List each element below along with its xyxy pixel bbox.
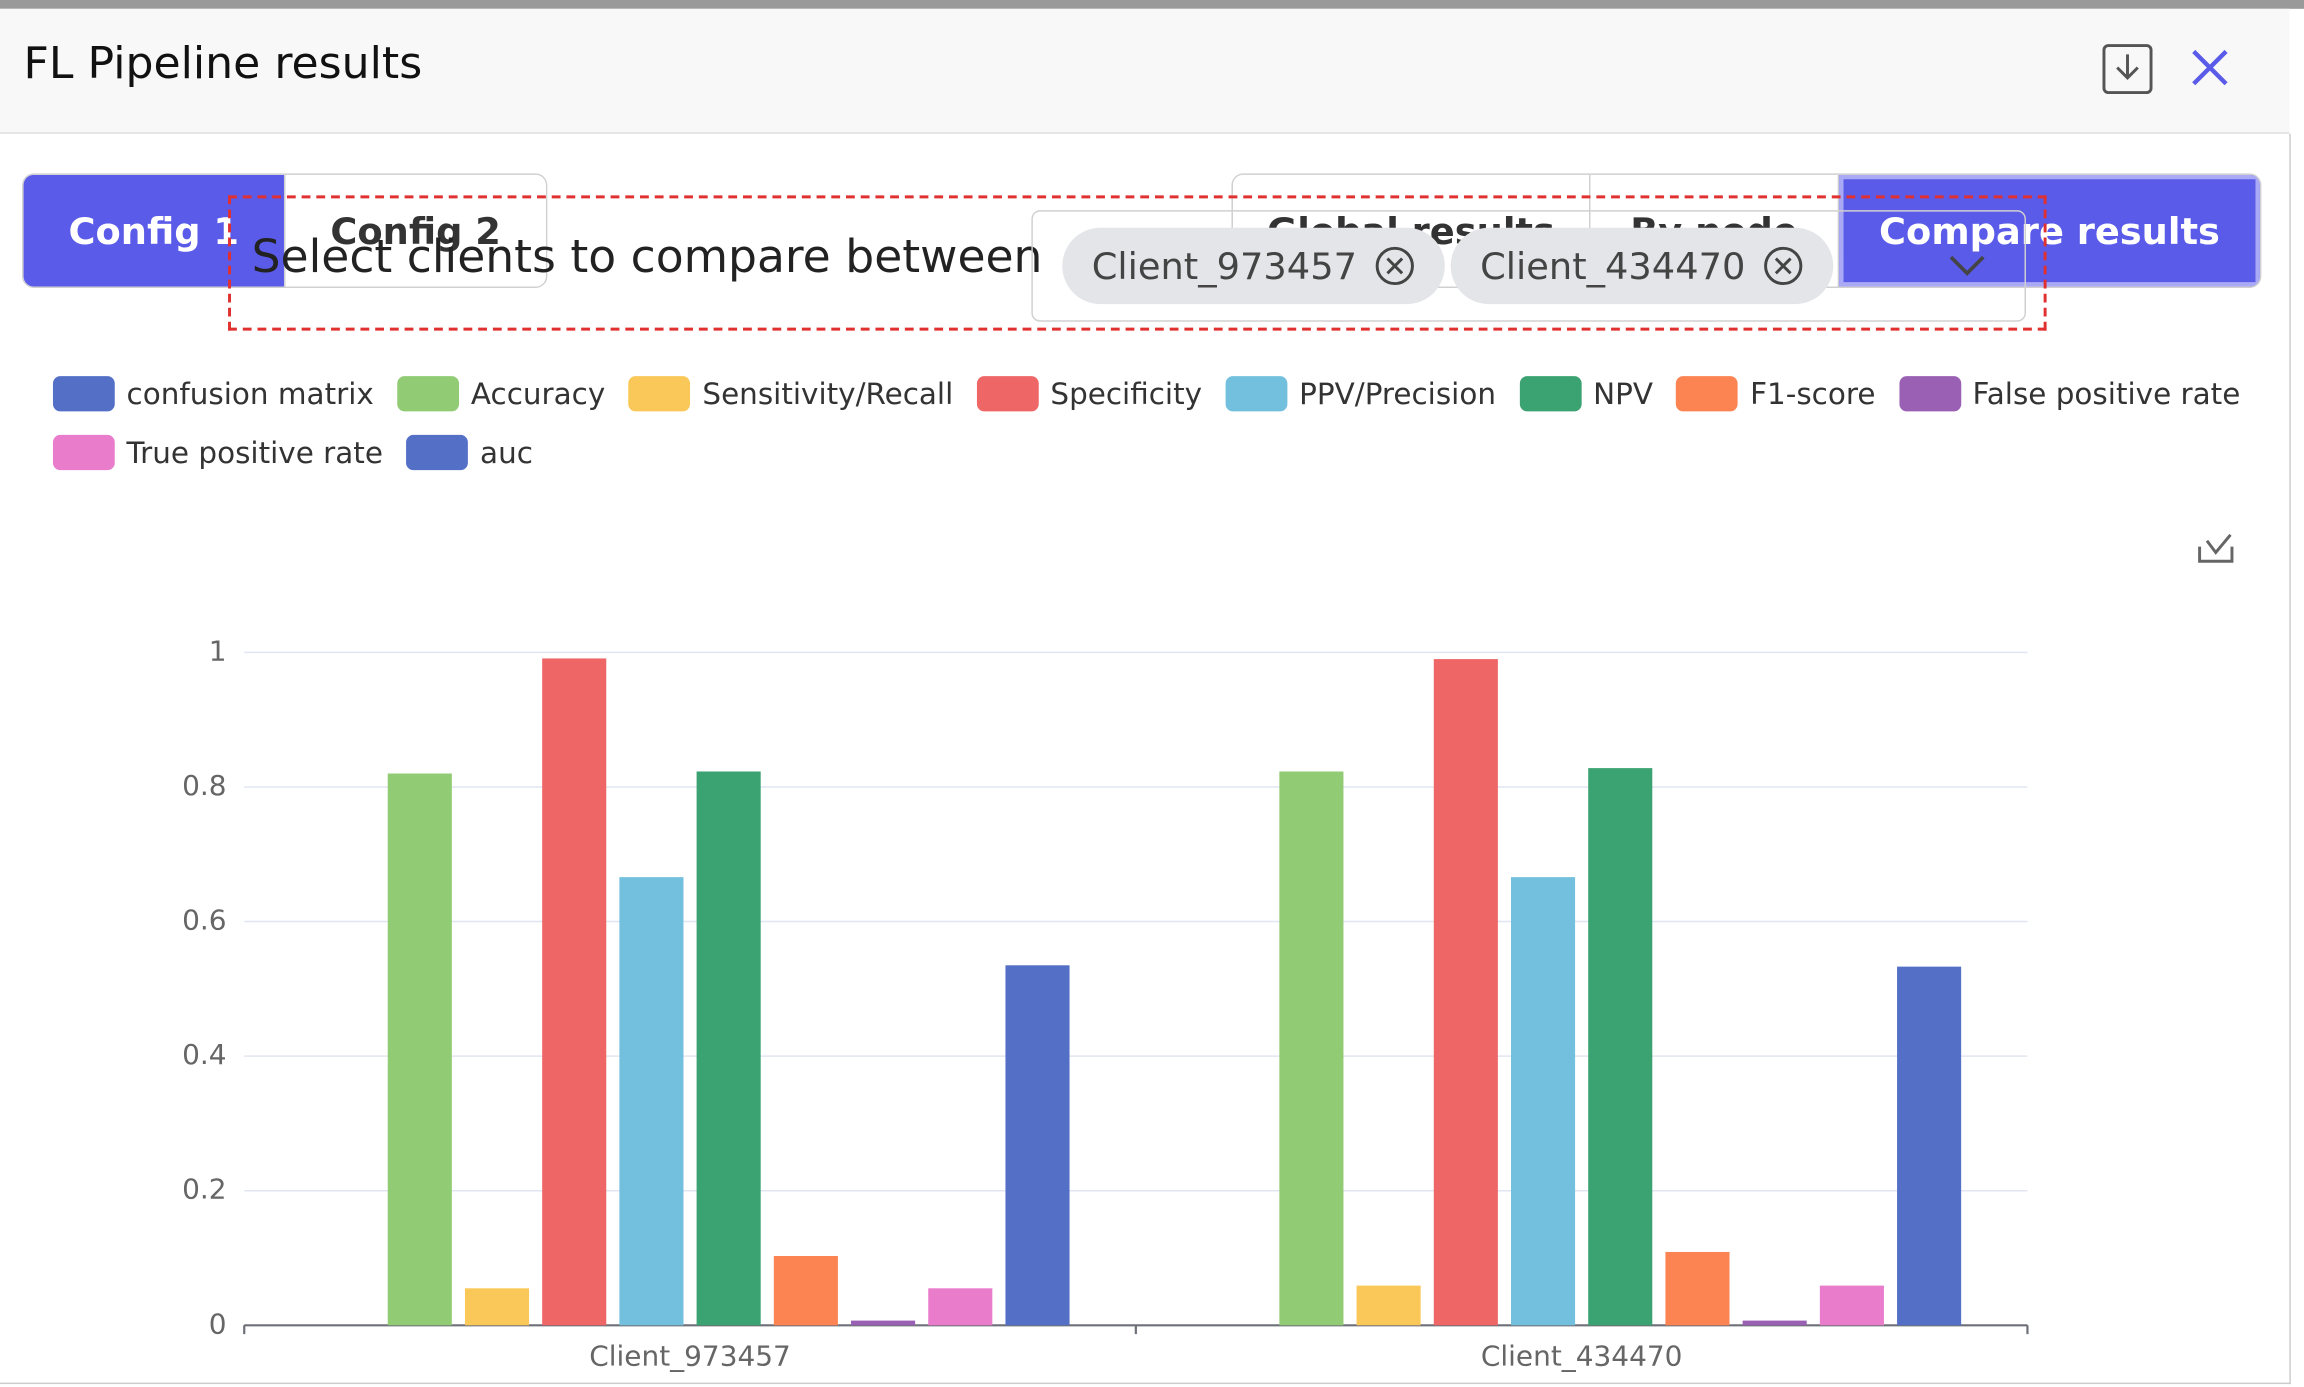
legend-label: PPV/Precision — [1299, 376, 1496, 412]
legend-item[interactable]: F1-score — [1676, 375, 1876, 413]
download-button[interactable] — [2101, 41, 2154, 97]
bar — [619, 877, 684, 1326]
bar — [1279, 771, 1344, 1326]
y-tick-label: 0.2 — [182, 1173, 226, 1206]
view-tab[interactable]: Compare results — [1839, 174, 2260, 287]
legend-item[interactable]: True positive rate — [52, 433, 383, 471]
top-bar — [0, 0, 2304, 9]
header: FL Pipeline results — [0, 8, 2290, 134]
legend-label: confusion matrix — [126, 376, 374, 412]
x-tick-label: Client_973457 — [589, 1340, 791, 1373]
client-chip: Client_434470 — [1450, 227, 1834, 305]
dropdown-arrow[interactable] — [1948, 253, 1986, 279]
legend-label: auc — [480, 434, 533, 471]
legend-swatch — [397, 376, 460, 412]
legend-swatch — [1519, 376, 1582, 412]
y-tick-label: 0.8 — [182, 769, 226, 802]
bar — [387, 773, 452, 1326]
legend-label: Sensitivity/Recall — [702, 376, 954, 412]
legend-swatch — [1225, 376, 1288, 412]
client-selector: Select clients to compare between Client… — [228, 195, 2047, 331]
bar — [1819, 1285, 1884, 1326]
bar — [851, 1320, 916, 1326]
bar — [1005, 965, 1070, 1326]
legend-label: Specificity — [1050, 376, 1203, 412]
legend-swatch — [1898, 376, 1961, 412]
bar — [773, 1255, 838, 1326]
legend-item[interactable]: PPV/Precision — [1225, 375, 1496, 413]
bar — [1356, 1285, 1421, 1326]
legend-item[interactable]: auc — [406, 433, 533, 471]
config-tab[interactable]: Config 1 — [23, 174, 286, 287]
chip-remove[interactable] — [1763, 245, 1804, 286]
legend-swatch — [406, 434, 469, 471]
bar — [1510, 877, 1576, 1326]
x-tick-label: Client_434470 — [1481, 1340, 1683, 1373]
legend-item[interactable]: False positive rate — [1898, 375, 2241, 413]
bar — [1742, 1320, 1807, 1326]
multi-select[interactable]: Client_973457 Client_434470 — [1031, 210, 2026, 322]
legend-swatch — [52, 434, 115, 471]
legend-item[interactable]: Specificity — [976, 375, 1203, 413]
bar — [542, 658, 607, 1326]
legend-label: True positive rate — [126, 434, 383, 471]
legend-swatch — [1676, 376, 1739, 412]
bar — [1433, 659, 1498, 1326]
y-tick-label: 1 — [209, 634, 227, 667]
legend-item[interactable]: confusion matrix — [52, 375, 374, 413]
legend-label: NPV — [1593, 376, 1653, 412]
legend-item[interactable]: Sensitivity/Recall — [628, 375, 954, 413]
legend-swatch — [976, 376, 1039, 412]
chip-label: Client_434470 — [1480, 244, 1746, 288]
legend-label: F1-score — [1750, 376, 1876, 412]
chip-label: Client_973457 — [1091, 244, 1357, 288]
legend-item[interactable]: NPV — [1519, 375, 1653, 413]
save-image-button[interactable] — [2195, 526, 2236, 567]
legend-item[interactable]: Accuracy — [397, 375, 605, 413]
y-tick-label: 0.6 — [182, 904, 226, 937]
selector-label: Select clients to compare between — [251, 230, 1043, 284]
config-tab[interactable]: Config 2 — [285, 174, 546, 287]
bar — [1665, 1251, 1730, 1326]
legend-label: Accuracy — [470, 376, 606, 412]
legend-swatch — [52, 376, 115, 412]
config-tabs: Config 1 Config 2 — [22, 173, 548, 288]
legend: confusion matrix Accuracy Sensitivity/Reca… — [52, 375, 2245, 472]
legend-swatch — [628, 376, 691, 412]
y-tick-label: 0.4 — [182, 1038, 226, 1071]
y-tick-label: 0 — [209, 1307, 227, 1340]
chart: 0 0.2 0.4 0.6 0.8 1 Client_973457 Client_434470 — [182, 634, 2029, 1373]
close-button[interactable] — [2189, 47, 2230, 88]
client-chip: Client_973457 — [1062, 227, 1446, 305]
bar — [464, 1288, 530, 1326]
bar — [1897, 966, 1962, 1326]
content-panel — [0, 133, 2291, 1385]
legend-label: False positive rate — [1972, 376, 2241, 412]
bar — [696, 771, 761, 1326]
bar — [1588, 768, 1653, 1326]
dialog-title: FL Pipeline results — [23, 38, 423, 90]
bar — [928, 1288, 993, 1326]
chip-remove[interactable] — [1375, 245, 1416, 286]
